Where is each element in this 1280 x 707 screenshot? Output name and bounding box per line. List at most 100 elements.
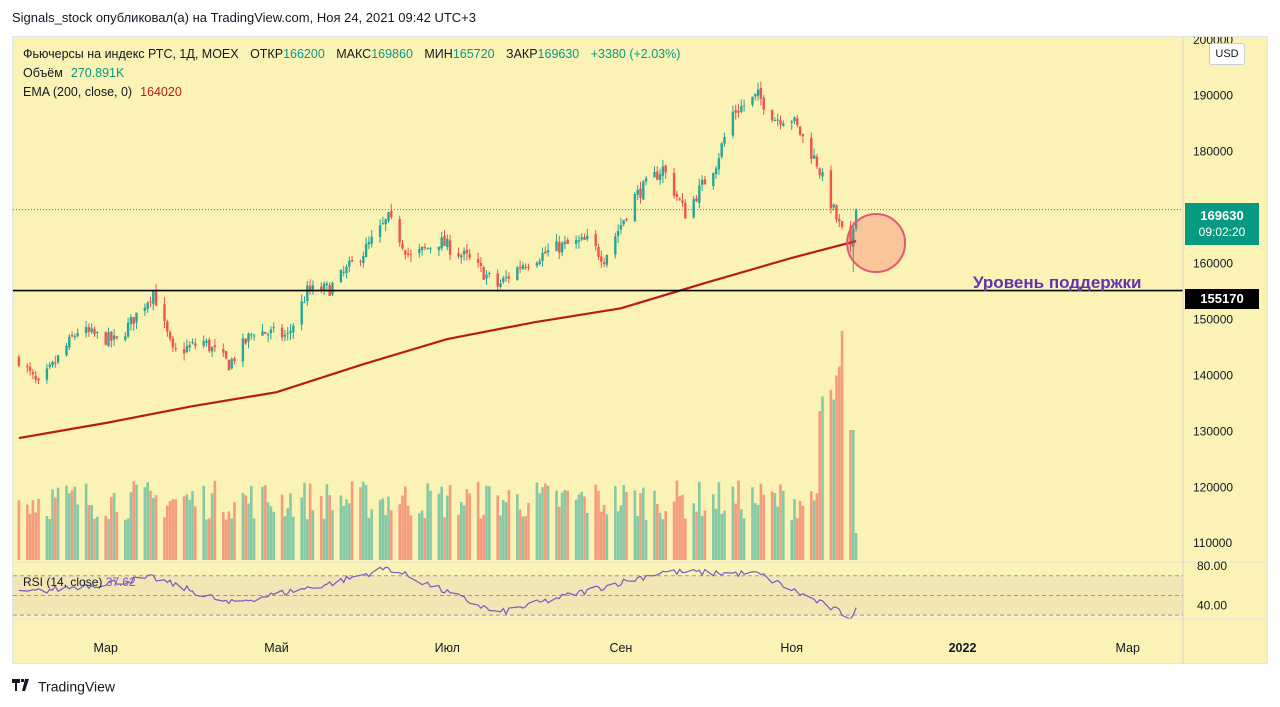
candle-body: [776, 119, 779, 121]
volume-bar: [90, 505, 93, 560]
volume-bar: [264, 485, 267, 560]
volume-bar: [639, 493, 642, 560]
currency-button[interactable]: USD: [1209, 43, 1245, 65]
volume-bar: [521, 516, 525, 560]
volume-bar: [440, 486, 443, 560]
candles: [17, 81, 858, 385]
candle: [440, 231, 443, 251]
candle-body: [840, 221, 844, 228]
volume-bar: [143, 487, 147, 560]
candle: [675, 190, 679, 201]
volume-bar: [401, 495, 404, 560]
candle-body: [703, 179, 707, 185]
time-axis-tick: Май: [264, 641, 289, 655]
volume-bar: [602, 505, 606, 560]
candle: [712, 172, 715, 190]
volume-bar: [208, 518, 211, 560]
candle-body: [303, 302, 306, 304]
candle-body: [818, 168, 821, 176]
price-chart[interactable]: 2000001900001800001700001600001500001400…: [13, 37, 1268, 664]
candle: [832, 203, 835, 211]
legend-volume-row[interactable]: Объём 270.891K: [23, 64, 680, 83]
time-axis[interactable]: Мар Май Июл Сен Ноя 2022 Мар: [13, 618, 1268, 655]
volume-bar: [73, 486, 77, 560]
volume-bar: [678, 496, 681, 560]
volume-bar: [210, 493, 214, 560]
volume-bar: [502, 499, 505, 560]
volume-bar: [205, 519, 208, 560]
candle: [191, 338, 194, 345]
volume-bar: [34, 512, 37, 560]
candle: [574, 235, 578, 249]
rsi-legend[interactable]: RSI (14, close) 37.62: [23, 575, 136, 589]
volume-bar: [485, 485, 488, 560]
candle: [90, 323, 93, 335]
legend-open-label: ОТКР: [250, 47, 284, 61]
candle: [292, 323, 295, 339]
tradingview-footer[interactable]: TradingView: [12, 677, 115, 695]
candle: [328, 282, 331, 297]
candle-body: [362, 255, 365, 264]
candle-body: [460, 255, 463, 258]
volume-bar: [250, 486, 253, 560]
candle: [418, 243, 421, 258]
volume-bar: [308, 483, 312, 560]
volume-bar: [810, 491, 813, 560]
candle-body: [521, 265, 525, 270]
time-axis-tick: Июл: [435, 641, 460, 655]
candle-body: [56, 355, 60, 363]
volume-bar: [404, 486, 407, 560]
candle: [31, 369, 35, 380]
candle: [48, 361, 51, 370]
volume-bar: [482, 514, 485, 560]
candle: [339, 268, 343, 283]
volume-bar: [241, 493, 245, 560]
candle-body: [266, 334, 270, 336]
volume-bar: [174, 499, 177, 560]
candle-body: [482, 267, 485, 280]
candle: [656, 166, 659, 181]
candle: [437, 246, 441, 257]
candle-body: [524, 266, 527, 268]
candle-body: [429, 248, 432, 250]
volume-bar: [367, 517, 371, 560]
candle: [168, 330, 172, 342]
volume-bar: [619, 505, 623, 560]
candle-body: [762, 97, 765, 110]
candle-body: [182, 349, 186, 354]
candle-body: [742, 105, 746, 107]
candle: [68, 334, 71, 351]
candle: [779, 115, 782, 130]
candle: [488, 271, 491, 278]
candle: [476, 252, 480, 268]
candle-body: [801, 134, 805, 137]
candle: [818, 167, 821, 179]
candle: [390, 203, 393, 220]
volume-bar: [535, 482, 539, 560]
candle-body: [322, 283, 326, 291]
bar-countdown: 09:02:20: [1198, 225, 1246, 239]
candle-body: [586, 235, 589, 240]
volume-bar: [496, 495, 499, 560]
volume-bar: [227, 511, 231, 560]
candle: [308, 279, 312, 295]
volume-bar: [838, 366, 841, 560]
volume-bar: [96, 516, 99, 560]
chart-area[interactable]: 2000001900001800001700001600001500001400…: [12, 36, 1268, 664]
volume-bar: [770, 491, 774, 560]
legend-ema-row[interactable]: EMA (200, close, 0) 164020: [23, 83, 680, 102]
candle: [546, 243, 550, 257]
price-axis[interactable]: 2000001900001800001700001600001500001400…: [1193, 37, 1233, 550]
volume-bar: [518, 509, 522, 560]
volume-bar: [597, 490, 600, 560]
candle-body: [51, 361, 54, 366]
price-axis-tick: 160000: [1193, 257, 1233, 271]
candle: [17, 354, 21, 368]
candle-body: [188, 344, 191, 348]
candle-body: [129, 316, 133, 324]
volume-bar: [325, 484, 329, 560]
volume-bar: [252, 518, 256, 560]
candle-body: [320, 286, 323, 292]
price-axis-tick: 200000: [1193, 37, 1233, 47]
candle-body: [185, 346, 189, 352]
